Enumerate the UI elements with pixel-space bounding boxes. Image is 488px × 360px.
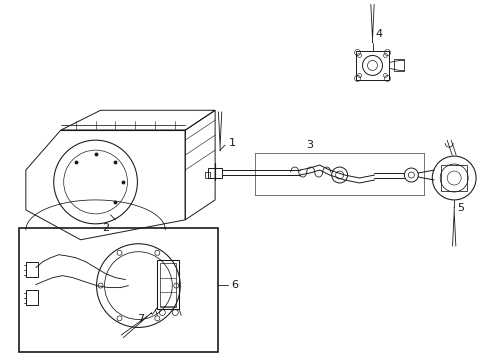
Bar: [19, 228, 218, 352]
Text: 3: 3: [305, 140, 313, 150]
Bar: [355, 50, 388, 80]
Text: 7: 7: [137, 314, 143, 324]
Text: 6: 6: [231, 280, 238, 289]
Text: 2: 2: [102, 223, 109, 233]
Bar: [26, 289, 38, 305]
Bar: [208, 168, 222, 178]
Bar: [440, 165, 466, 191]
Text: 5: 5: [457, 203, 464, 213]
Bar: [394, 59, 404, 71]
Text: 1: 1: [228, 138, 235, 148]
Text: 4: 4: [375, 28, 382, 39]
Bar: [157, 260, 179, 310]
Bar: [160, 263, 176, 306]
Bar: [205, 172, 210, 178]
Bar: [26, 262, 38, 276]
